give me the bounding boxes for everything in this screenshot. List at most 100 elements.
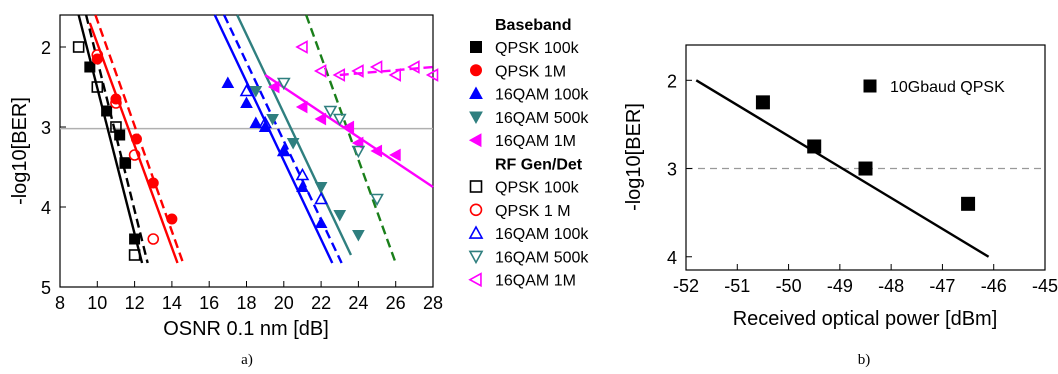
x-tick-label: -47 <box>929 276 955 296</box>
data-point-8 <box>323 105 338 119</box>
data-point-7 <box>295 167 310 181</box>
plot-frame-b <box>685 44 1046 271</box>
x-tick-label: 20 <box>274 293 294 313</box>
x-tick-label: -48 <box>878 276 904 296</box>
data-point-9 <box>332 68 346 82</box>
data-point-9 <box>351 64 364 78</box>
y-ticks-a: 2 3 4 5 <box>41 38 66 298</box>
data-point-6 <box>147 233 160 245</box>
fit-lines-b <box>695 79 990 258</box>
data-point-3 <box>286 138 300 150</box>
data-point-9 <box>407 60 420 74</box>
data-point-5 <box>91 81 104 93</box>
x-tick-label: 16 <box>199 293 219 313</box>
x-tick-label: 8 <box>55 293 65 313</box>
legend-a: Baseband QPSK 100k QPSK 1M 16QAM 100k 16QAM … <box>468 17 589 290</box>
legend-marker <box>468 225 484 239</box>
data-point-5 <box>128 249 141 261</box>
fit-line-2 <box>213 14 334 264</box>
data-point-0 <box>129 233 141 245</box>
legend-group-title: Baseband <box>495 17 571 34</box>
data-point-7 <box>258 115 273 129</box>
legend-entry-label: QPSK 100k <box>495 180 580 197</box>
y-tick-label: 5 <box>41 278 51 298</box>
data-point-3 <box>249 86 263 98</box>
legend-entry-label: QPSK 100k <box>495 40 580 57</box>
x-tick-label: -45 <box>1032 276 1058 296</box>
y-tick-label: 2 <box>41 38 51 58</box>
data-point-0 <box>101 105 113 117</box>
legend-entry-label: 16QAM 100k <box>495 87 589 104</box>
data-point-8 <box>370 193 384 207</box>
y-tick-label: 3 <box>41 118 51 138</box>
legend-marker <box>468 133 482 148</box>
data-points-b <box>755 95 976 211</box>
data-point-2 <box>221 76 235 88</box>
data-point-4 <box>389 148 401 162</box>
legend-entry-label: 16QAM 1M <box>495 133 576 150</box>
x-tick-label: 14 <box>162 293 182 313</box>
data-point-2 <box>314 216 328 228</box>
x-tick-label: 28 <box>423 293 443 313</box>
x-tick-label: 12 <box>125 293 145 313</box>
x-tick-label: -50 <box>776 276 802 296</box>
legend-marker <box>470 64 482 77</box>
data-point-0 <box>807 139 822 154</box>
data-point-6 <box>91 49 104 61</box>
y-ticks-b: 2 3 4 <box>667 71 692 268</box>
x-tick-label: -49 <box>827 276 853 296</box>
data-point-2 <box>296 180 309 192</box>
data-point-7 <box>276 143 291 157</box>
data-point-0 <box>119 157 131 169</box>
data-point-4 <box>342 120 355 134</box>
legend-entry-label: 16QAM 100k <box>495 226 589 243</box>
data-point-5 <box>110 121 122 133</box>
y-tick-label: 2 <box>667 71 677 91</box>
data-point-6 <box>128 149 141 161</box>
legend-entry-label: 16QAM 500k <box>495 249 589 266</box>
data-point-1 <box>147 177 159 189</box>
legend-entry-label: 16QAM 500k <box>495 110 589 127</box>
data-point-2 <box>249 116 263 128</box>
legend-marker <box>469 203 483 217</box>
dashed-fit-line-9 <box>339 65 434 77</box>
data-points-a <box>72 40 439 261</box>
legend-marker <box>469 86 483 100</box>
y-tick-label: 4 <box>667 248 677 268</box>
chart-panel-a: 8 10 12 14 16 18 20 22 24 26 28 2 3 4 5 OSNR 0.1 nm [… <box>9 14 443 368</box>
x-tick-label: 26 <box>386 293 406 313</box>
dashed-fit-line-8 <box>305 14 397 264</box>
x-tick-label: -46 <box>981 276 1007 296</box>
y-axis-label-a: -log10[BER] <box>9 97 31 205</box>
data-point-1 <box>130 133 142 145</box>
data-point-3 <box>352 230 365 242</box>
data-point-9 <box>388 68 402 82</box>
data-point-9 <box>425 68 439 82</box>
data-point-5 <box>119 157 132 169</box>
data-point-6 <box>110 97 122 109</box>
legend-entry-label: 16QAM 1M <box>495 273 576 290</box>
data-point-8 <box>332 113 347 127</box>
y-tick-label: 4 <box>41 198 51 218</box>
y-tick-label: 3 <box>667 160 677 180</box>
x-tick-label: 24 <box>348 293 368 313</box>
legend-entry-label: 10Gbaud QPSK <box>890 79 1005 96</box>
legend-marker <box>468 250 484 265</box>
legend-group-title: RF Gen/Det <box>495 157 583 174</box>
fit-line-0 <box>77 14 144 264</box>
panel-label-a: a) <box>241 352 253 368</box>
x-tick-label: 18 <box>236 293 256 313</box>
data-point-5 <box>72 41 85 53</box>
data-point-0 <box>961 196 976 211</box>
data-point-0 <box>114 129 126 141</box>
legend-marker <box>470 41 482 53</box>
data-point-3 <box>266 114 279 126</box>
data-point-3 <box>333 210 347 222</box>
fit-line-3 <box>236 14 353 256</box>
fit-line-4 <box>264 74 434 188</box>
legend-marker <box>469 180 483 193</box>
data-point-8 <box>276 77 291 91</box>
legend-marker <box>863 79 877 93</box>
data-point-3 <box>314 182 328 194</box>
